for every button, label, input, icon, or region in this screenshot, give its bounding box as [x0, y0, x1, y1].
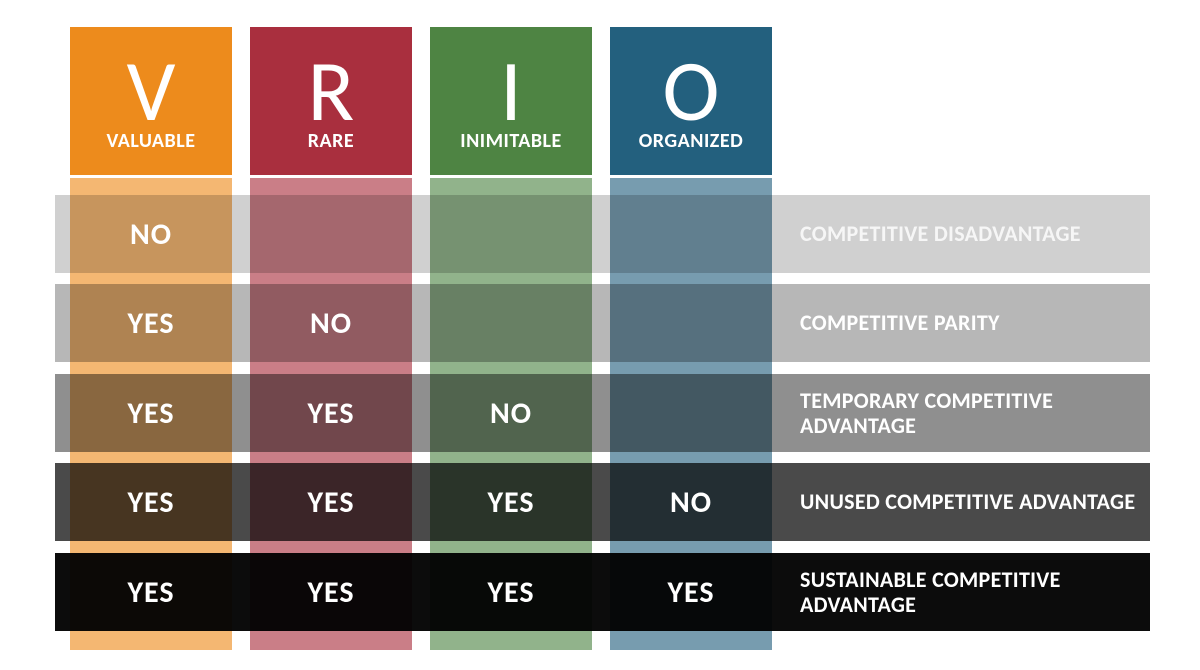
cell-value: YES: [70, 284, 232, 362]
cell-value: NO: [610, 463, 772, 541]
cell-value: NO: [430, 374, 592, 452]
header-letter: R: [308, 49, 355, 135]
header-letter: I: [500, 49, 522, 135]
header-word: RARE: [308, 129, 354, 153]
outcome-label: UNUSED COMPETITIVE ADVANTAGE: [800, 463, 1145, 541]
header-letter: O: [663, 49, 720, 135]
cell-value: YES: [250, 374, 412, 452]
outcome-label: COMPETITIVE DISADVANTAGE: [800, 195, 1145, 273]
header-inimitable: IINIMITABLE: [430, 27, 592, 175]
header-valuable: VVALUABLE: [70, 27, 232, 175]
header-organized: OORGANIZED: [610, 27, 772, 175]
outcome-label: COMPETITIVE PARITY: [800, 284, 1145, 362]
cell-value: YES: [250, 463, 412, 541]
cell-value: YES: [70, 553, 232, 631]
cell-value: YES: [430, 463, 592, 541]
cell-value: YES: [610, 553, 772, 631]
cell-value: NO: [250, 284, 412, 362]
cell-value: YES: [430, 553, 592, 631]
outcome-label: TEMPORARY COMPETITIVE ADVANTAGE: [800, 374, 1145, 452]
outcome-label: SUSTAINABLE COMPETITIVE ADVANTAGE: [800, 553, 1145, 631]
header-word: VALUABLE: [107, 129, 196, 153]
header-rare: RRARE: [250, 27, 412, 175]
header-word: INIMITABLE: [460, 129, 562, 153]
vrio-diagram: VVALUABLERRAREIINIMITABLEOORGANIZED NOYE…: [0, 0, 1200, 670]
header-word: ORGANIZED: [639, 129, 743, 153]
cell-value: NO: [70, 195, 232, 273]
cell-value: YES: [70, 463, 232, 541]
cell-value: YES: [250, 553, 412, 631]
header-letter: V: [127, 49, 176, 135]
cell-value: YES: [70, 374, 232, 452]
